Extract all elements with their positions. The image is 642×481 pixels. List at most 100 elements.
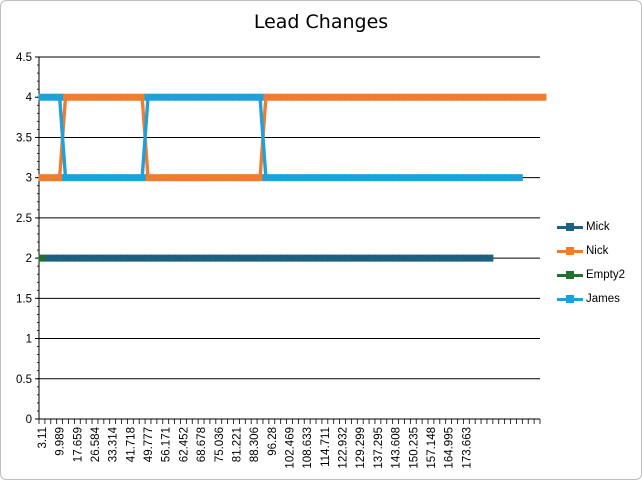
data-point-nick <box>392 93 400 101</box>
x-tick-label: 26.584 <box>90 426 102 462</box>
data-point-mick <box>315 254 323 262</box>
data-point-nick <box>315 93 323 101</box>
data-point-nick <box>132 93 140 101</box>
x-tick-label: 56.171 <box>161 427 173 462</box>
data-point-james <box>492 174 500 182</box>
data-point-nick <box>203 174 211 182</box>
data-point-nick <box>156 174 164 182</box>
data-point-james <box>268 174 276 182</box>
data-point-nick <box>309 93 317 101</box>
y-tick-label: 3 <box>26 173 32 185</box>
data-point-nick <box>79 93 87 101</box>
x-tick-label: 129.299 <box>355 427 367 469</box>
legend-item-nick: Nick <box>557 239 641 263</box>
data-point-nick <box>303 93 311 101</box>
data-point-mick <box>445 254 453 262</box>
x-tick-label: 75.036 <box>214 427 226 462</box>
y-tick-label: 2 <box>26 253 32 265</box>
data-point-mick <box>174 254 182 262</box>
data-point-nick <box>162 174 170 182</box>
data-point-mick <box>397 254 405 262</box>
data-point-mick <box>474 254 482 262</box>
legend-label-empty2: Empty2 <box>586 269 625 281</box>
data-point-nick <box>185 174 193 182</box>
y-tick-label: 4 <box>26 92 33 104</box>
data-point-empty2 <box>38 254 46 262</box>
data-point-james <box>162 93 170 101</box>
x-tick-label: 143.608 <box>391 427 403 469</box>
data-point-james <box>297 174 305 182</box>
data-point-james <box>350 174 358 182</box>
data-point-james <box>203 93 211 101</box>
data-point-nick <box>174 174 182 182</box>
data-point-james <box>327 174 335 182</box>
data-point-nick <box>462 93 470 101</box>
data-point-james <box>515 174 523 182</box>
data-point-mick <box>168 254 176 262</box>
data-point-james <box>392 174 400 182</box>
data-point-mick <box>156 254 164 262</box>
data-point-nick <box>291 93 299 101</box>
data-point-james <box>174 93 182 101</box>
x-tick-label: 49.777 <box>143 427 155 462</box>
data-point-james <box>498 174 506 182</box>
data-point-james <box>109 174 117 182</box>
data-point-mick <box>132 254 140 262</box>
data-point-nick <box>85 93 93 101</box>
data-point-nick <box>274 93 282 101</box>
data-point-mick <box>451 254 459 262</box>
data-point-james <box>179 93 187 101</box>
x-tick-label: 108.633 <box>302 427 314 469</box>
data-point-nick <box>191 174 199 182</box>
data-point-nick <box>474 93 482 101</box>
data-point-nick <box>374 93 382 101</box>
data-point-james <box>380 174 388 182</box>
data-point-nick <box>120 93 128 101</box>
data-point-mick <box>203 254 211 262</box>
data-point-nick <box>456 93 464 101</box>
data-point-nick <box>232 174 240 182</box>
data-point-mick <box>368 254 376 262</box>
legend-swatch-nick <box>557 247 583 255</box>
data-point-james <box>150 93 158 101</box>
x-tick-label: 41.718 <box>125 427 137 462</box>
legend-swatch-james <box>557 295 583 303</box>
data-point-james <box>433 174 441 182</box>
legend-swatch-mick <box>557 223 583 231</box>
data-point-mick <box>103 254 111 262</box>
data-point-mick <box>327 254 335 262</box>
data-point-mick <box>109 254 117 262</box>
data-point-james <box>238 93 246 101</box>
data-point-nick <box>168 174 176 182</box>
data-point-nick <box>150 174 158 182</box>
data-point-nick <box>138 93 146 101</box>
data-point-mick <box>274 254 282 262</box>
data-point-james <box>274 174 282 182</box>
data-point-mick <box>62 254 70 262</box>
data-point-james <box>321 174 329 182</box>
data-point-nick <box>509 93 517 101</box>
data-point-nick <box>439 93 447 101</box>
x-tick-label: 68.678 <box>196 427 208 462</box>
data-point-james <box>79 174 87 182</box>
data-point-nick <box>327 93 335 101</box>
data-point-james <box>474 174 482 182</box>
data-point-james <box>368 174 376 182</box>
data-point-james <box>227 93 235 101</box>
data-point-nick <box>504 93 512 101</box>
data-point-james <box>403 174 411 182</box>
data-point-james <box>103 174 111 182</box>
data-point-mick <box>344 254 352 262</box>
data-point-james <box>138 174 146 182</box>
data-point-mick <box>333 254 341 262</box>
data-point-nick <box>73 93 81 101</box>
data-point-nick <box>539 93 547 101</box>
data-point-nick <box>368 93 376 101</box>
x-tick-label: 150.235 <box>408 427 420 469</box>
data-point-nick <box>209 174 217 182</box>
data-point-james <box>280 174 288 182</box>
legend-item-mick: Mick <box>557 215 641 239</box>
data-point-mick <box>356 254 364 262</box>
data-point-nick <box>333 93 341 101</box>
